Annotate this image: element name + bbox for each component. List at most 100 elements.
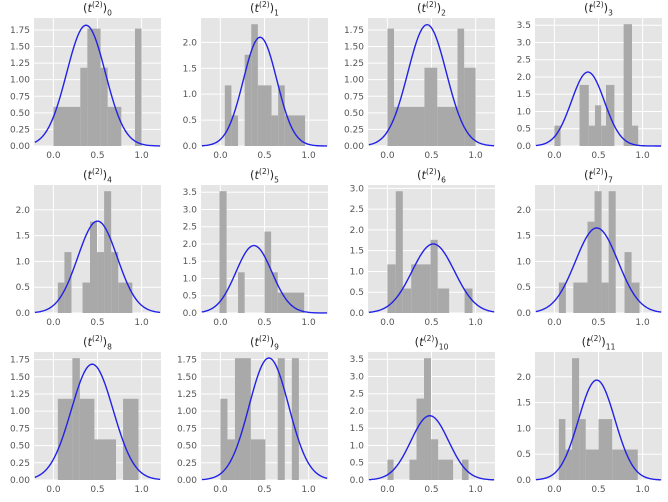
x-tick-label: 0.0 bbox=[213, 318, 228, 328]
x-tick-label: 0.5 bbox=[257, 151, 271, 161]
histogram-canvas-5: 0.0 0.5 1.0 1.5 2.0 2.5 3.0 3.5 0.0 0.5 1.0 bbox=[183, 185, 328, 328]
y-tick-label: 1.0 bbox=[517, 107, 532, 117]
density-curve bbox=[535, 379, 662, 481]
x-tick-label: 0.5 bbox=[591, 151, 605, 161]
subplot-title-5: (t(2))5 bbox=[250, 167, 279, 185]
y-tick-label: 0.0 bbox=[517, 142, 532, 152]
subplot-6: (t(2))6 0.0 0.5 1.0 1.5 2.0 2.5 3.0 0.0 0.5 1.0 bbox=[334, 167, 501, 334]
histogram-bar bbox=[587, 221, 595, 313]
y-tick-label: 1.50 bbox=[10, 43, 30, 53]
histogram-bar bbox=[291, 358, 299, 480]
y-tick-label: 1.00 bbox=[177, 407, 197, 417]
y-tick-label: 0.75 bbox=[10, 92, 30, 102]
histogram-bar bbox=[224, 85, 232, 146]
histogram-bar bbox=[632, 125, 639, 146]
x-tick-label: 1.0 bbox=[134, 485, 149, 495]
y-tick-label: 3.0 bbox=[350, 184, 365, 194]
histogram-bar bbox=[271, 272, 278, 313]
subplot-title-7: (t(2))7 bbox=[584, 167, 613, 185]
subplot-title-3: (t(2))3 bbox=[584, 0, 613, 18]
histogram-bar bbox=[573, 282, 588, 313]
histogram-bar bbox=[588, 125, 595, 146]
y-tick-label: 1.25 bbox=[344, 59, 364, 69]
y-tick-label: 0.00 bbox=[177, 476, 197, 486]
histogram-bar bbox=[87, 28, 101, 147]
y-tick-label: 2.0 bbox=[183, 240, 198, 250]
y-tick-label: 0.00 bbox=[10, 476, 30, 486]
histogram-bar bbox=[554, 125, 561, 146]
y-tick-label: 0.25 bbox=[10, 125, 30, 135]
x-tick-label: 1.0 bbox=[468, 151, 483, 161]
y-tick-label: 0.50 bbox=[177, 442, 197, 452]
density-curve bbox=[368, 23, 495, 147]
histogram-bar bbox=[395, 191, 403, 313]
subplot-title-10: (t(2))10 bbox=[414, 334, 449, 352]
density-curve bbox=[201, 244, 328, 314]
y-tick-label: 3.0 bbox=[350, 372, 365, 382]
y-tick-label: 0.0 bbox=[517, 309, 532, 319]
histogram-bar bbox=[565, 449, 573, 480]
histogram-bar bbox=[457, 28, 465, 147]
histogram-bar bbox=[94, 439, 117, 480]
histogram-bar bbox=[234, 358, 251, 480]
x-tick-label: 0.0 bbox=[547, 151, 562, 161]
histogram-bar bbox=[431, 439, 439, 480]
histogram-canvas-0: 0.00 0.25 0.50 0.75 1.00 1.25 1.50 1.75 0.0 0.5 1.… bbox=[10, 18, 161, 161]
histogram-bar bbox=[271, 115, 279, 146]
x-tick-label: 0.0 bbox=[547, 318, 562, 328]
histogram-bar bbox=[80, 67, 88, 146]
y-tick-label: 1.5 bbox=[16, 232, 30, 242]
y-tick-label: 0.00 bbox=[344, 142, 364, 152]
subplot-9: (t(2))9 0.00 0.25 0.50 0.75 1.00 1.25 1.50 1.75 0… bbox=[167, 334, 334, 501]
y-tick-label: 0.75 bbox=[177, 424, 197, 434]
histogram-bar bbox=[118, 282, 133, 313]
histogram-bar bbox=[90, 221, 98, 313]
histogram-bar bbox=[579, 419, 586, 480]
histogram-bar bbox=[464, 67, 476, 146]
histogram-bar bbox=[558, 419, 566, 480]
histogram-bar bbox=[594, 105, 602, 146]
subplot-title-11: (t(2))11 bbox=[581, 334, 616, 352]
y-tick-label: 0.50 bbox=[10, 109, 30, 119]
histogram-bar bbox=[123, 398, 139, 480]
histogram-canvas-7: 0.0 0.5 1.0 1.5 2.0 0.0 0.5 1.0 bbox=[517, 185, 662, 328]
histogram-bar bbox=[107, 106, 122, 146]
y-tick-label: 0.0 bbox=[183, 309, 198, 319]
y-tick-label: 3.0 bbox=[183, 205, 198, 215]
x-tick-label: 0.0 bbox=[380, 485, 395, 495]
y-tick-label: 0.25 bbox=[10, 459, 30, 469]
x-tick-label: 0.5 bbox=[591, 318, 605, 328]
histogram-bar bbox=[394, 106, 425, 146]
histogram-bar bbox=[598, 419, 613, 480]
y-tick-label: 1.75 bbox=[10, 26, 30, 36]
y-tick-label: 0.0 bbox=[350, 309, 365, 319]
y-tick-label: 1.5 bbox=[183, 257, 197, 267]
y-tick-label: 2.5 bbox=[183, 223, 197, 233]
y-tick-label: 0.5 bbox=[517, 450, 531, 460]
y-tick-label: 1.0 bbox=[183, 274, 198, 284]
y-tick-label: 0.25 bbox=[344, 125, 364, 135]
y-tick-label: 0.0 bbox=[350, 476, 365, 486]
histogram-bar bbox=[53, 106, 81, 146]
y-tick-label: 0.75 bbox=[10, 424, 30, 434]
x-tick-label: 1.0 bbox=[468, 485, 483, 495]
x-tick-label: 0.5 bbox=[257, 485, 271, 495]
x-tick-label: 1.0 bbox=[301, 151, 316, 161]
histogram-bar bbox=[219, 191, 227, 313]
histogram-bar bbox=[601, 125, 606, 146]
y-tick-label: 3.5 bbox=[183, 188, 197, 198]
density-curve bbox=[34, 363, 161, 481]
density-curve bbox=[535, 71, 662, 147]
x-tick-label: 1.0 bbox=[635, 485, 650, 495]
subplot-10: (t(2))10 0.0 0.5 1.0 1.5 2.0 2.5 3.0 3.5 0.0 0.5 1.… bbox=[334, 334, 501, 501]
x-tick-label: 1.0 bbox=[635, 151, 650, 161]
x-tick-label: 0.0 bbox=[213, 151, 228, 161]
histogram-bar bbox=[57, 282, 65, 313]
y-tick-label: 1.0 bbox=[350, 441, 365, 451]
y-tick-label: 0.25 bbox=[177, 459, 197, 469]
y-tick-label: 2.5 bbox=[517, 56, 531, 66]
y-tick-label: 3.0 bbox=[517, 38, 532, 48]
x-tick-label: 0.5 bbox=[424, 485, 438, 495]
y-tick-label: 1.00 bbox=[10, 407, 30, 417]
y-tick-label: 0.75 bbox=[344, 92, 364, 102]
